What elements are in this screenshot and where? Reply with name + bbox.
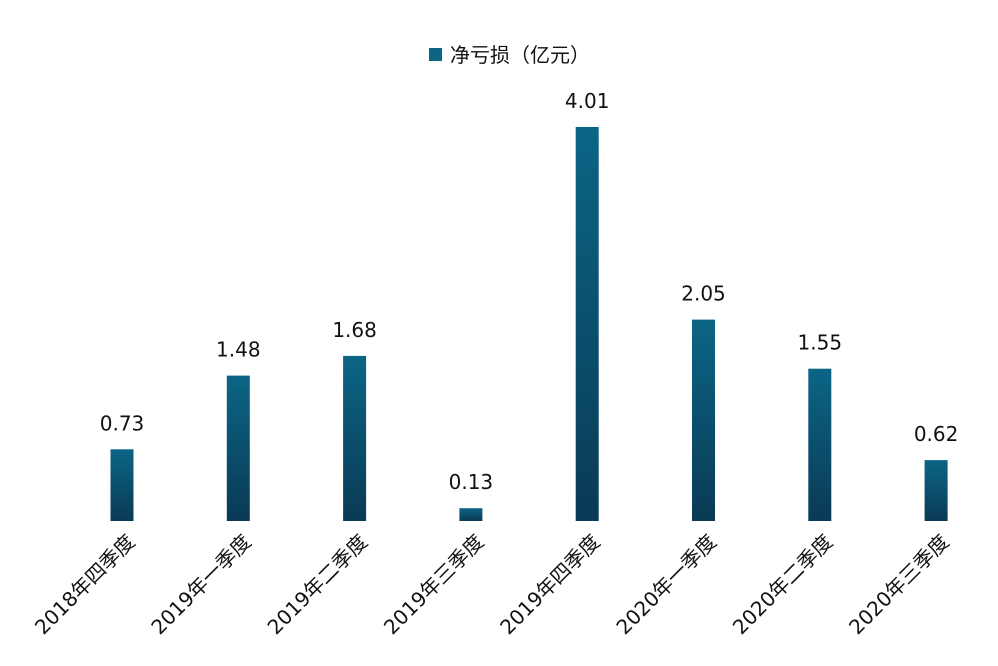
bar (575, 127, 599, 521)
data-label: 1.55 (798, 331, 843, 355)
legend: 净亏损（亿元） (429, 43, 590, 67)
category-tick-label: 2020年二季度 (728, 530, 838, 640)
category-tick-label: 2019年一季度 (146, 530, 256, 640)
bar (110, 449, 134, 521)
category-tick-label: 2020年三季度 (844, 530, 954, 640)
data-label: 1.68 (332, 318, 377, 342)
category-tick-label: 2019年四季度 (495, 530, 605, 640)
data-label: 1.48 (216, 338, 261, 362)
legend-swatch (429, 48, 442, 61)
data-label: 0.62 (914, 422, 959, 446)
bar (226, 375, 250, 521)
bars-group (110, 127, 948, 521)
category-labels-group: 2018年四季度 2019年一季度 2019年二季度 2019年三季度 2019年四季度… (30, 530, 954, 640)
category-tick-label: 2019年三季度 (379, 530, 489, 640)
bar (808, 368, 832, 521)
category-tick-label: 2020年一季度 (612, 530, 722, 640)
data-label: 2.05 (681, 282, 726, 306)
value-labels-group: 0.73 1.48 1.68 0.13 4.01 2.05 1.55 0.62 (100, 89, 959, 494)
bar (692, 319, 715, 521)
data-label: 0.73 (100, 411, 145, 435)
category-tick-label: 2018年四季度 (30, 530, 140, 640)
bar (343, 355, 367, 521)
data-label: 0.13 (449, 470, 494, 494)
category-tick-label: 2019年二季度 (263, 530, 373, 640)
bar (459, 508, 483, 521)
legend-label: 净亏损（亿元） (450, 43, 590, 67)
data-label: 4.01 (565, 89, 610, 113)
bar (924, 460, 948, 521)
